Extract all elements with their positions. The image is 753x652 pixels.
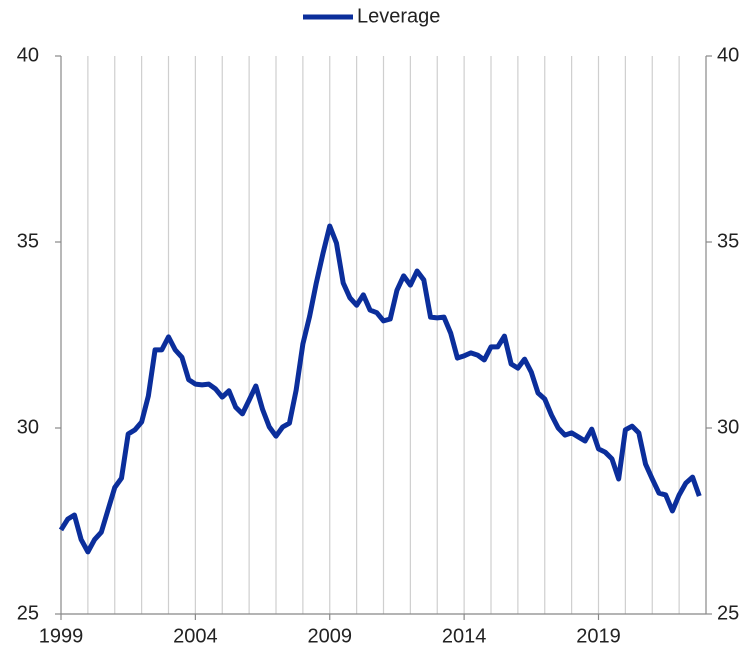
y2-tick-label: 25 [717, 602, 739, 624]
legend-label: Leverage [357, 5, 440, 27]
y-tick-label: 35 [17, 230, 39, 252]
x-tick-label: 2009 [308, 625, 353, 647]
y2-tick-label: 40 [717, 44, 739, 66]
y2-tick-label: 30 [717, 416, 739, 438]
y2-tick-label: 35 [717, 230, 739, 252]
x-tick-label: 2004 [173, 625, 218, 647]
y-tick-label: 40 [17, 44, 39, 66]
line [58, 223, 702, 555]
x-tick-label: 2014 [442, 625, 487, 647]
y-tick-label: 25 [17, 602, 39, 624]
y-tick-label: 30 [17, 416, 39, 438]
x-tick-label: 1999 [39, 625, 84, 647]
x-tick-label: 2019 [576, 625, 621, 647]
